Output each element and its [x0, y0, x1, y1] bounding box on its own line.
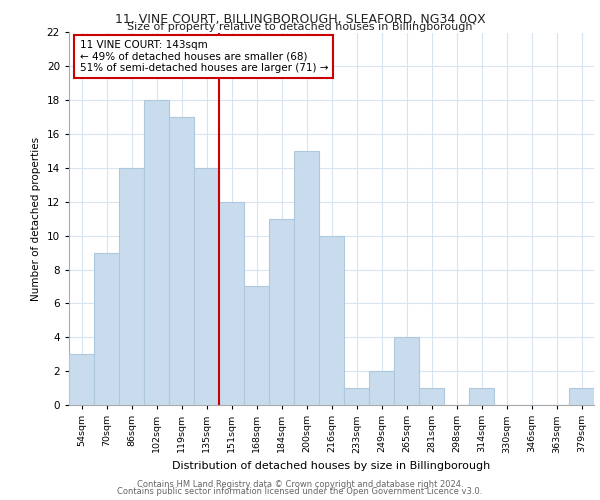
Text: Size of property relative to detached houses in Billingborough: Size of property relative to detached ho…	[127, 22, 473, 32]
Bar	[144, 100, 169, 405]
Bar	[394, 338, 419, 405]
Bar	[469, 388, 494, 405]
Bar	[194, 168, 219, 405]
Text: Contains public sector information licensed under the Open Government Licence v3: Contains public sector information licen…	[118, 487, 482, 496]
Bar	[94, 252, 119, 405]
Text: 11 VINE COURT: 143sqm
← 49% of detached houses are smaller (68)
51% of semi-deta: 11 VINE COURT: 143sqm ← 49% of detached …	[79, 40, 328, 73]
Bar	[219, 202, 244, 405]
Text: Contains HM Land Registry data © Crown copyright and database right 2024.: Contains HM Land Registry data © Crown c…	[137, 480, 463, 489]
X-axis label: Distribution of detached houses by size in Billingborough: Distribution of detached houses by size …	[172, 461, 491, 471]
Bar	[319, 236, 344, 405]
Bar	[369, 371, 394, 405]
Bar	[419, 388, 444, 405]
Bar	[344, 388, 369, 405]
Bar	[69, 354, 94, 405]
Y-axis label: Number of detached properties: Number of detached properties	[31, 136, 41, 301]
Bar	[169, 117, 194, 405]
Bar	[569, 388, 594, 405]
Bar	[269, 219, 294, 405]
Bar	[294, 151, 319, 405]
Bar	[244, 286, 269, 405]
Text: 11, VINE COURT, BILLINGBOROUGH, SLEAFORD, NG34 0QX: 11, VINE COURT, BILLINGBOROUGH, SLEAFORD…	[115, 12, 485, 25]
Bar	[119, 168, 144, 405]
